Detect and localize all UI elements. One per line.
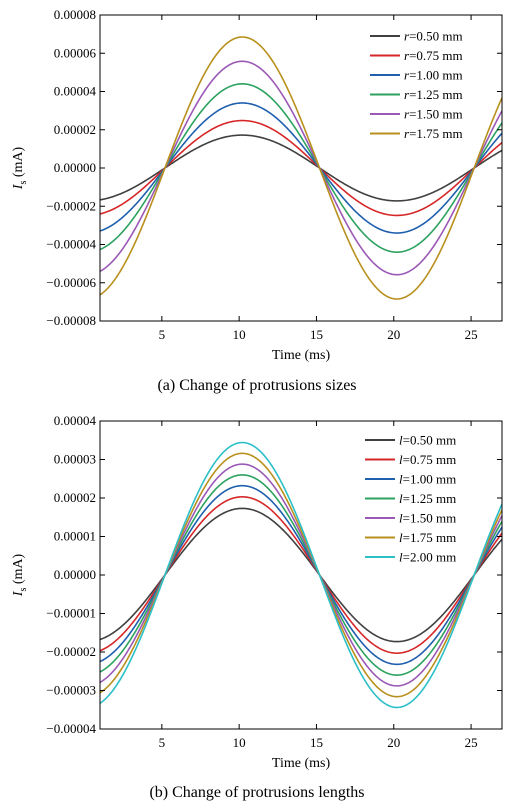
legend-label: l=1.75 mm (399, 530, 456, 545)
x-tick-label: 20 (387, 735, 400, 750)
y-axis-label-var: I (11, 183, 26, 190)
x-tick-label: 20 (387, 327, 400, 342)
legend-label: r=1.50 mm (404, 107, 463, 122)
x-tick-label: 15 (310, 327, 323, 342)
x-axis-label: Time (ms) (272, 348, 331, 363)
legend-value: =2.00 mm (403, 550, 457, 565)
legend-var: r (404, 68, 410, 83)
y-axis-label: Is (mA) (11, 146, 29, 190)
chart-protrusion-sizes: 5 10 15 20 25 0.00008 0.00006 0.00004 0.00002 0.0… (11, 7, 503, 394)
y-tick-label: −0.00004 (46, 237, 96, 252)
legend-value: =1.75 mm (409, 126, 463, 141)
x-tick-label: 10 (233, 327, 246, 342)
legend-label: r=0.75 mm (404, 48, 463, 63)
legend-label: r=0.50 mm (404, 29, 463, 44)
legend-value: =1.00 mm (403, 472, 457, 487)
series-line-l-6 (100, 441, 502, 709)
y-tick-label: 0.00002 (54, 490, 96, 505)
plot-frame (99, 420, 503, 730)
legend-label: l=0.50 mm (399, 433, 456, 448)
x-axis-label: Time (ms) (272, 756, 331, 771)
legend-label: l=0.75 mm (399, 452, 456, 467)
y-axis-label-var: I (11, 590, 26, 597)
y-axis-label-sub: s (18, 588, 29, 592)
y-tick-label: 0.00003 (54, 452, 96, 467)
y-tick-label: −0.00002 (46, 198, 96, 213)
legend-var: l (399, 472, 403, 487)
legend-var: l (399, 433, 403, 448)
legend-var: l (399, 550, 403, 565)
y-tick-label: 0.00001 (54, 529, 96, 544)
legend-value: =1.25 mm (409, 87, 463, 102)
legend-value: =1.50 mm (409, 107, 463, 122)
x-tick-label: 15 (310, 735, 323, 750)
x-tick-label: 5 (159, 327, 166, 342)
y-tick-label: −0.00004 (46, 721, 96, 736)
legend-var: r (404, 107, 410, 122)
y-tick-label: −0.00008 (46, 313, 96, 328)
legend-label: r=1.00 mm (404, 68, 463, 83)
series-line-r-5 (100, 36, 502, 300)
legend-var: r (404, 87, 410, 102)
y-axis-label: Is (mA) (11, 553, 29, 597)
legend-var: l (399, 511, 403, 526)
y-tick-label: 0.00008 (54, 7, 96, 22)
legend-label: l=1.00 mm (399, 472, 456, 487)
y-tick-label: 0.00002 (54, 122, 96, 137)
legend-var: l (399, 530, 403, 545)
figure-caption: (a) Change of protrusions sizes (157, 377, 356, 394)
legend-label: r=1.25 mm (404, 87, 463, 102)
legend-var: r (404, 48, 410, 63)
series-lines (100, 441, 502, 709)
x-tick-label: 25 (465, 735, 478, 750)
x-tick-label: 25 (465, 327, 478, 342)
series-line-r-2 (100, 102, 502, 234)
y-axis-label-unit: (mA) (11, 146, 26, 180)
y-tick-label: 0.00000 (54, 567, 96, 582)
series-lines (100, 36, 502, 300)
legend-value: =1.50 mm (403, 511, 457, 526)
y-axis-label-sub: s (18, 181, 29, 185)
legend-value: =0.50 mm (409, 29, 463, 44)
legend-value: =0.75 mm (409, 48, 463, 63)
figure-caption: (b) Change of protrusions lengths (149, 784, 364, 801)
series-line-l-5 (100, 452, 502, 698)
legend-label: r=1.75 mm (404, 126, 463, 141)
x-tick-label: 10 (233, 735, 246, 750)
legend-value: =1.75 mm (403, 530, 457, 545)
y-tick-label: −0.00002 (46, 644, 96, 659)
legend-value: =0.50 mm (403, 433, 457, 448)
y-tick-label: −0.00003 (46, 683, 96, 698)
legend-label: l=1.50 mm (399, 511, 456, 526)
legend-value: =1.25 mm (403, 491, 457, 506)
x-tick-label: 5 (159, 735, 166, 750)
legend-value: =0.75 mm (403, 452, 457, 467)
legend-label: l=2.00 mm (399, 550, 456, 565)
legend-var: r (404, 29, 410, 44)
legend-var: r (404, 126, 410, 141)
legend: l=0.50 mml=0.75 mml=1.00 mml=1.25 mml=1.… (365, 433, 456, 565)
y-tick-label: 0.00004 (54, 413, 97, 428)
y-tick-label: −0.00001 (46, 606, 96, 621)
legend-label: l=1.25 mm (399, 491, 456, 506)
y-tick-label: −0.00006 (46, 275, 96, 290)
chart-protrusion-lengths: 5 10 15 20 25 0.00004 0.00003 0.00002 0.00001 0.0… (11, 413, 503, 801)
legend-value: =1.00 mm (409, 68, 463, 83)
legend: r=0.50 mmr=0.75 mmr=1.00 mmr=1.25 mmr=1.… (370, 29, 463, 141)
legend-var: l (399, 452, 403, 467)
y-tick-label: 0.00000 (54, 160, 96, 175)
legend-var: l (399, 491, 403, 506)
y-tick-label: 0.00004 (54, 84, 97, 99)
y-axis-label-unit: (mA) (11, 553, 26, 587)
y-tick-label: 0.00006 (54, 45, 97, 60)
